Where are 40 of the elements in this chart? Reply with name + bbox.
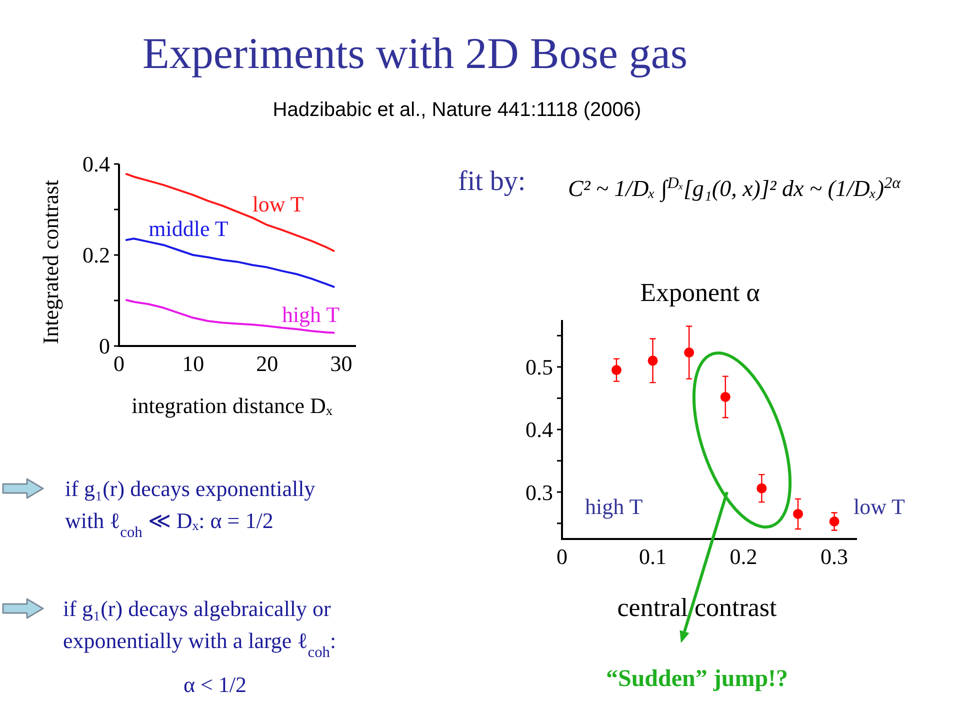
chart-title: Exponent α — [640, 278, 760, 307]
point — [720, 392, 730, 402]
x-tick-label: 0.2 — [730, 544, 758, 569]
y-tick-label: 0.3 — [526, 480, 553, 505]
series-label: low T — [252, 192, 304, 217]
point — [793, 508, 803, 519]
annotation: high T — [585, 494, 644, 519]
text: if g₁(r) decays algebraically or — [63, 596, 332, 621]
point — [756, 483, 767, 494]
x-tick-label: 30 — [330, 351, 352, 376]
point — [648, 356, 658, 366]
x-tick-label: 20 — [256, 351, 278, 376]
text: Hadzibabic et al., Nature 441:1118 (2006) — [272, 99, 642, 121]
text: “Sudden” jump!? — [606, 666, 788, 692]
annotation: low T — [853, 494, 906, 519]
line-series — [125, 173, 335, 252]
y-tick-label: 0 — [99, 334, 110, 359]
y-tick-label: 0.4 — [526, 417, 553, 442]
x-axis-title: central contrast — [617, 593, 778, 622]
text: if g₁(r) decays exponentially — [65, 476, 316, 501]
x-tick-label: 10 — [182, 351, 204, 376]
point — [684, 348, 694, 358]
text: exponentially with a large ℓ$_{coh}$: — [63, 628, 336, 660]
y-tick-label: 0.5 — [526, 354, 553, 380]
y-tick-label: 0.4 — [82, 152, 110, 177]
series-label: high T — [282, 302, 340, 327]
y-tick-label: 0.2 — [82, 242, 110, 268]
text: C² ~ 1/Dₓ ∫$^{Dₓ}$[g₁(0, x)]² dx ~ (1/Dₓ)$^{2α}$ — [568, 174, 902, 203]
point — [611, 365, 622, 376]
point — [829, 516, 840, 526]
text: α < 1/2 — [183, 672, 247, 697]
text: with ℓ$_{coh}$ ≪ Dₓ: α = 1/2 — [65, 508, 274, 540]
line-series — [125, 238, 335, 288]
y-axis-title: Integrated contrast — [38, 180, 63, 344]
series-label: middle T — [148, 216, 229, 241]
x-axis-title: integration distance Dₓ — [132, 393, 333, 418]
chart-title: Experiments with 2D Bose gas — [142, 29, 688, 78]
text: fit by: — [458, 166, 526, 197]
x-tick-label: 0.3 — [820, 544, 848, 569]
x-tick-label: 0.1 — [639, 544, 667, 569]
